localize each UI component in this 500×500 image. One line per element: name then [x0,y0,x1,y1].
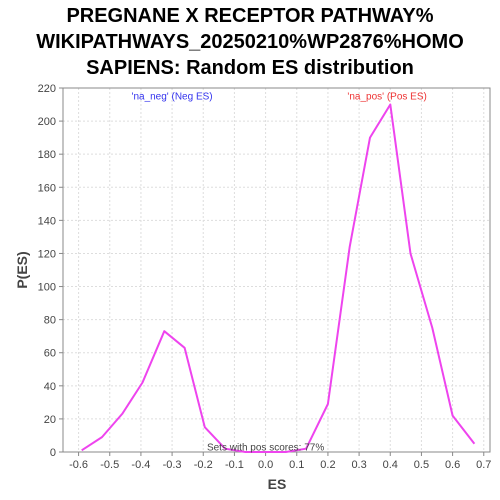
y-axis-label: P(ES) [14,251,30,288]
x-tick-label: 0.6 [445,459,460,471]
y-tick-label: 40 [44,381,56,393]
x-tick-label: 0.1 [289,459,304,471]
y-tick-label: 120 [38,248,56,260]
y-tick-label: 100 [38,282,56,294]
y-tick-label: 180 [38,149,56,161]
annotation-1: 'na_pos' (Pos ES) [347,92,426,103]
x-tick-label: -0.6 [69,459,88,471]
y-tick-label: 60 [44,348,56,360]
x-tick-label: 0.0 [258,459,273,471]
x-tick-label: 0.7 [476,459,491,471]
y-tick-label: 20 [44,414,56,426]
y-tick-label: 220 [38,83,56,95]
x-tick-label: -0.1 [225,459,244,471]
x-tick-label: -0.5 [100,459,119,471]
annotation-0: 'na_neg' (Neg ES) [132,92,213,103]
x-axis-label: ES [268,476,287,492]
chart-title-line-2: WIKIPATHWAYS_20250210%WP2876%HOMO [36,31,464,53]
y-tick-label: 0 [50,447,56,459]
y-tick-label: 200 [38,116,56,128]
annotation-2: Sets with pos scores: 77% [207,442,324,453]
x-tick-label: 0.5 [414,459,429,471]
y-tick-label: 160 [38,182,56,194]
chart-title-line-3: SAPIENS: Random ES distribution [86,57,414,79]
x-tick-label: -0.3 [163,459,182,471]
y-tick-label: 80 [44,315,56,327]
x-tick-label: 0.2 [320,459,335,471]
x-tick-label: -0.2 [194,459,213,471]
x-tick-label: -0.4 [131,459,150,471]
y-tick-label: 140 [38,215,56,227]
x-tick-label: 0.4 [383,459,398,471]
chart-title-line-1: PREGNANE X RECEPTOR PATHWAY% [66,5,433,27]
x-tick-label: 0.3 [351,459,366,471]
